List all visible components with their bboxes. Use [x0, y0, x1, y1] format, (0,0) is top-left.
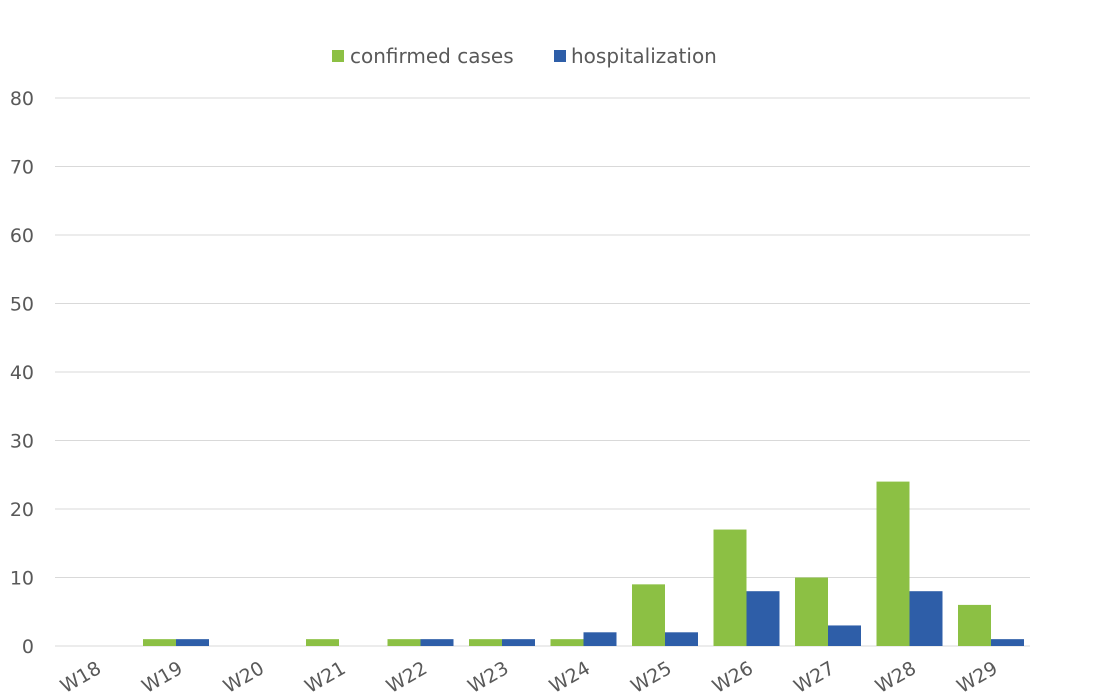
legend-swatch-confirmed-cases	[332, 50, 344, 62]
y-tick-label: 60	[10, 225, 34, 247]
bar-confirmed-cases-W25	[632, 584, 665, 646]
legend-label-hospitalization: hospitalization	[571, 44, 717, 68]
y-tick-label: 20	[10, 499, 34, 521]
y-tick-label: 10	[10, 568, 34, 590]
legend: confirmed cases hospitalization	[332, 44, 717, 68]
legend-swatch-hospitalization	[554, 50, 566, 62]
bar-confirmed-cases-W26	[713, 529, 747, 646]
y-tick-label: 0	[22, 636, 34, 658]
bar-confirmed-cases-W23	[469, 639, 502, 646]
bar-confirmed-cases-W29	[958, 604, 991, 646]
y-tick-label: 80	[10, 88, 34, 110]
bar-hospitalization-W22	[420, 639, 454, 646]
y-tick-label: 40	[10, 362, 34, 384]
legend-label-confirmed-cases: confirmed cases	[350, 44, 514, 68]
gridlines	[55, 97, 1030, 647]
x-tick-label: W18	[57, 657, 105, 695]
bar-confirmed-cases-W22	[387, 639, 421, 646]
bars	[143, 481, 1024, 646]
x-tick-label: W21	[301, 657, 349, 695]
bar-hospitalization-W29	[991, 639, 1024, 646]
y-tick-label: 50	[10, 294, 34, 316]
bar-hospitalization-W23	[502, 639, 535, 646]
x-tick-label: W26	[709, 657, 757, 695]
x-tick-label: W27	[790, 657, 838, 695]
x-tick-label: W23	[464, 657, 512, 695]
bar-confirmed-cases-W19	[143, 639, 176, 646]
bar-confirmed-cases-W27	[795, 577, 828, 646]
y-tick-label: 30	[10, 431, 34, 453]
y-tick-label: 70	[10, 157, 34, 179]
bar-confirmed-cases-W21	[306, 639, 339, 646]
bar-hospitalization-W26	[746, 591, 780, 646]
x-tick-label: W29	[953, 657, 1001, 695]
y-axis: 0 10 20 30 40 50 60 70 80	[10, 88, 34, 658]
x-tick-label: W25	[627, 657, 675, 695]
bar-hospitalization-W28	[909, 591, 943, 646]
bar-hospitalization-W25	[665, 632, 698, 646]
bar-hospitalization-W27	[828, 625, 861, 646]
bar-hospitalization-W19	[176, 639, 209, 646]
x-tick-label: W22	[383, 657, 431, 695]
bar-confirmed-cases-W28	[876, 481, 910, 646]
bar-confirmed-cases-W24	[550, 639, 584, 646]
x-tick-label: W24	[546, 657, 594, 695]
x-tick-label: W20	[220, 657, 268, 695]
bar-hospitalization-W24	[583, 632, 617, 646]
x-axis: W18 W19 W20 W21 W22 W23 W24 W25 W26 W27 W28 W29	[57, 657, 1002, 695]
x-tick-label: W28	[872, 657, 920, 695]
x-tick-label: W19	[138, 657, 186, 695]
